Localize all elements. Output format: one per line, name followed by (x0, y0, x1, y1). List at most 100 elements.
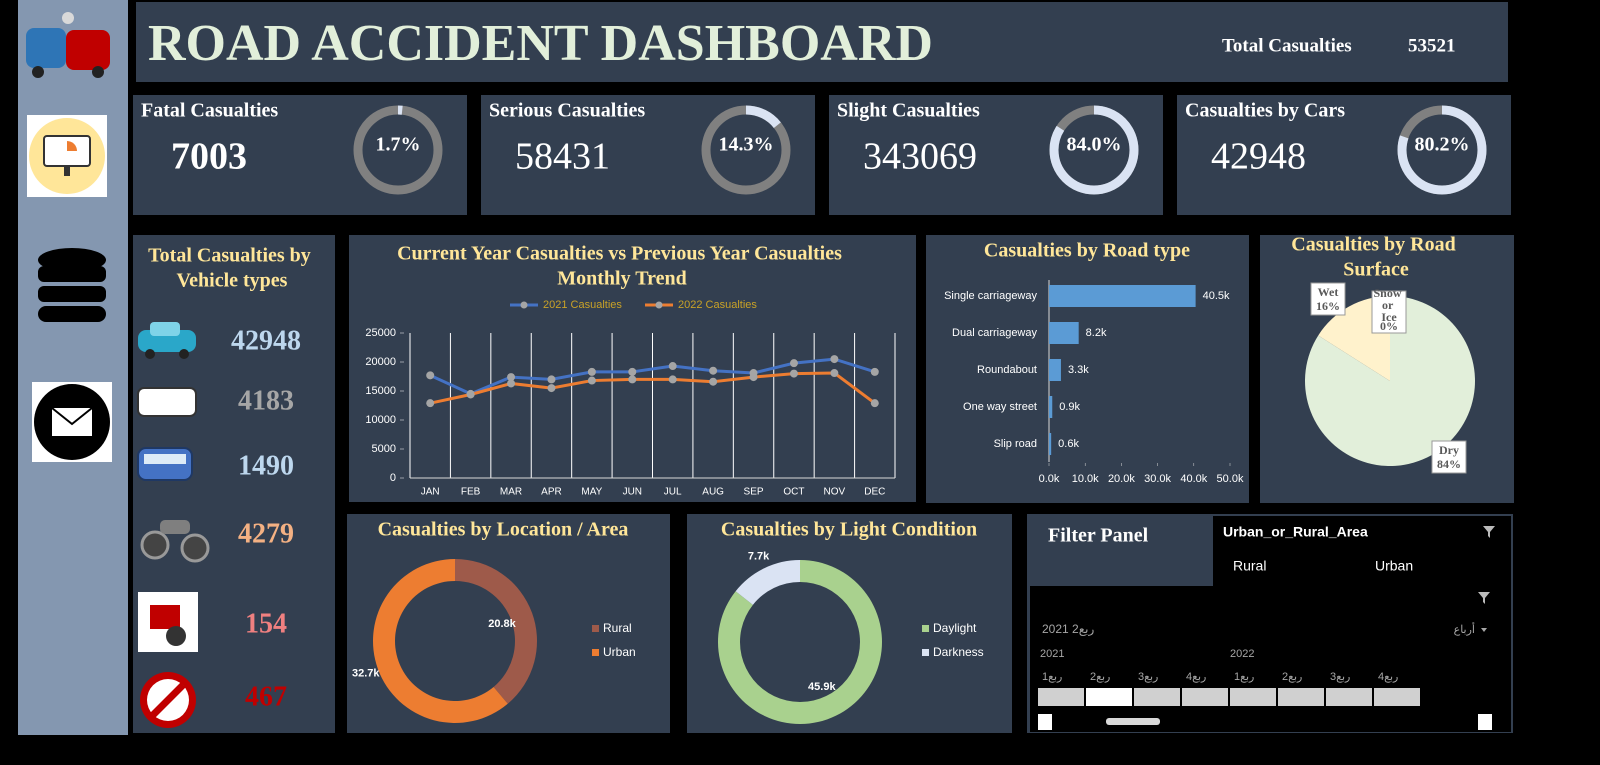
charts: Current Year Casualties vs Previous Year… (352, 233, 1476, 724)
report-icon[interactable] (27, 115, 107, 197)
kpi-title: Slight Casualties (837, 100, 980, 122)
scroll-left[interactable] (1038, 714, 1052, 730)
kpi-value: 7003 (171, 136, 247, 178)
line-series (429, 357, 876, 396)
x-tick-label: 50.0k (1217, 473, 1244, 485)
vehicle-value: 154 (245, 608, 287, 639)
timeline-quarters: ربع1 ربع2 ربع3 ربع4 ربع1 ربع2 ربع3 ربع4 (1038, 671, 1420, 706)
total-value: 53521 (1408, 35, 1456, 56)
vehicle-value: 1490 (238, 450, 294, 481)
logo-icon (26, 12, 110, 78)
quarter-label: ربع1 (1234, 671, 1254, 683)
data-label: 7.7k (748, 550, 770, 562)
database-icon[interactable] (38, 248, 106, 322)
line-point (547, 375, 556, 384)
kpi-percent: 80.2% (1415, 134, 1470, 156)
slicer-option[interactable]: Urban (1375, 558, 1413, 574)
x-tick-label: APR (541, 487, 562, 498)
kpi-title: Fatal Casualties (141, 100, 278, 122)
legend-label: Rural (603, 621, 632, 635)
data-label: 84% (1437, 457, 1461, 471)
line-point (709, 377, 718, 386)
x-tick-label: DEC (864, 487, 885, 498)
line-point (587, 376, 596, 385)
clear-filter-icon[interactable] (1483, 526, 1495, 538)
legend-label: Daylight (933, 621, 977, 635)
quarter-cell[interactable] (1038, 688, 1084, 706)
y-tick-label: 20000 (365, 356, 396, 368)
y-tick-label: 25000 (365, 327, 396, 339)
chart-title: Casualties by Location / Area (378, 519, 629, 541)
timeline (1030, 586, 1511, 732)
mail-icon[interactable] (32, 382, 112, 462)
line-point (507, 373, 516, 382)
legend-marker (520, 301, 528, 309)
clear-timeline-icon[interactable] (1478, 592, 1490, 604)
vehicle-value: 42948 (231, 325, 301, 356)
quarter-cell[interactable] (1374, 688, 1420, 706)
scroll-thumb[interactable] (1106, 718, 1160, 725)
kpi-percent: 84.0% (1067, 134, 1122, 156)
bar (1049, 322, 1079, 344)
filter-title: Filter Panel (1048, 525, 1149, 547)
slicer-option[interactable]: Rural (1233, 558, 1266, 574)
kpi-ring (1049, 105, 1139, 195)
y-tick-label: Roundabout (977, 364, 1037, 376)
kpi-title: Casualties by Cars (1185, 100, 1345, 122)
bar (1049, 396, 1053, 418)
x-tick-label: 30.0k (1144, 473, 1171, 485)
level-dropdown[interactable] (1481, 628, 1487, 632)
quarter-label: ربع1 (1042, 671, 1062, 683)
y-tick-label: 5000 (372, 443, 396, 455)
bar (1049, 433, 1052, 455)
timeline-level[interactable]: أرباع (1454, 622, 1475, 636)
legend-marker (655, 301, 663, 309)
x-tick-label: NOV (824, 487, 846, 498)
legend-label: 2022 Casualties (678, 299, 757, 311)
line-point (628, 375, 637, 384)
data-label: 16% (1316, 299, 1340, 313)
label-box (1431, 440, 1467, 474)
header-panel (136, 2, 1508, 82)
vehicle-title: Total Casualties by Vehicle types (148, 244, 316, 291)
data-label: 3.3k (1068, 364, 1089, 376)
dashboard-title: ROAD ACCIDENT DASHBOARD (148, 15, 933, 72)
quarter-cell[interactable] (1182, 688, 1228, 706)
bar (1049, 359, 1061, 381)
data-label: 32.7k (352, 667, 380, 679)
line-point (587, 367, 596, 376)
x-tick-label: 10.0k (1072, 473, 1099, 485)
timeline-selection: 2021 ربع2 (1042, 622, 1094, 636)
kpi-ring (353, 105, 443, 195)
line-point (466, 390, 475, 399)
quarter-cell[interactable] (1278, 688, 1324, 706)
quarter-cell[interactable] (1086, 688, 1132, 706)
legend-swatch (592, 625, 599, 632)
line-point (426, 371, 435, 380)
y-tick-label: 10000 (365, 414, 396, 426)
quarter-cell[interactable] (1326, 688, 1372, 706)
label-box (1310, 282, 1346, 316)
quarter-cell[interactable] (1230, 688, 1276, 706)
y-tick-label: Dual carriageway (952, 327, 1037, 339)
quarter-label: ربع2 (1090, 671, 1110, 683)
kpi-row: Fatal Casualties 7003 1.7% Serious Casualti… (133, 95, 1511, 215)
data-label: 40.5k (1203, 290, 1230, 302)
label-box (1371, 290, 1407, 334)
scroll-right[interactable] (1478, 714, 1492, 730)
x-tick-label: MAY (581, 487, 602, 498)
chart-title: Current Year Casualties vs Previous Year… (397, 242, 847, 289)
timeline-year: 2021 (1040, 648, 1064, 660)
line-point (507, 379, 516, 388)
x-tick-label: 20.0k (1108, 473, 1135, 485)
x-tick-label: FEB (461, 487, 481, 498)
donut-slice (373, 559, 508, 723)
legend-swatch (922, 649, 929, 656)
quarter-label: ربع4 (1186, 671, 1206, 683)
donut-slice (735, 560, 800, 605)
quarter-label: ربع4 (1378, 671, 1398, 683)
quarter-cell[interactable] (1134, 688, 1180, 706)
data-label: 8.2k (1086, 327, 1107, 339)
chart-title: Casualties by Road type (984, 240, 1190, 262)
kpi-value: 58431 (515, 136, 610, 178)
